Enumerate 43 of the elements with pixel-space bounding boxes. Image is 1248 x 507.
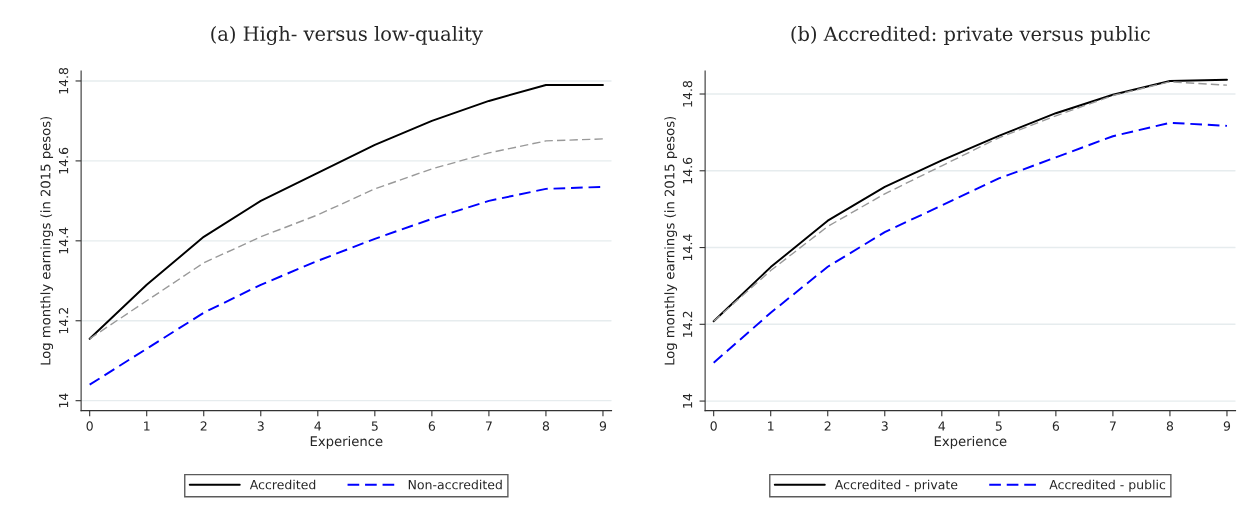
x-tick-label: 7 (485, 421, 492, 431)
x-tick-label: 9 (1223, 421, 1231, 431)
y-tick-label: 14.2 (58, 308, 69, 334)
x-tick-label: 9 (599, 421, 607, 431)
y-tick-label: 14.4 (682, 234, 693, 261)
legend-label: Non-accredited (408, 479, 502, 490)
y-tick-label: 14.8 (682, 80, 693, 107)
x-tick-label: 0 (710, 421, 717, 431)
x-tick-label: 5 (995, 421, 1002, 431)
y-axis-title: Log monthly earnings (in 2015 pesos) (664, 116, 678, 365)
x-tick-label: 1 (144, 421, 150, 431)
x-tick-label: 6 (428, 421, 436, 431)
x-axis-title: Experience (934, 435, 1007, 449)
y-tick-label: 14.2 (682, 311, 693, 337)
x-axis-title: Experience (310, 435, 383, 449)
x-tick-label: 4 (314, 421, 322, 431)
x-tick-label: 5 (371, 421, 378, 431)
line-series (88, 138, 604, 340)
x-tick-label: 7 (1109, 421, 1116, 431)
legend-label: Accredited (249, 479, 316, 490)
x-tick-label: 3 (257, 421, 264, 431)
x-tick-label: 8 (542, 421, 550, 431)
x-tick-label: 4 (938, 421, 946, 431)
line-series (88, 84, 604, 340)
x-tick-label: 0 (86, 421, 93, 431)
y-tick-label: 14.6 (682, 157, 693, 184)
y-tick-label: 14 (682, 393, 693, 408)
y-tick-label: 14 (58, 393, 69, 408)
x-tick-label: 6 (1052, 421, 1060, 431)
x-tick-label: 3 (881, 421, 888, 431)
line-series (712, 121, 1228, 364)
y-tick-label: 14.8 (58, 67, 69, 94)
x-tick-label: 2 (200, 421, 207, 431)
x-tick-label: 8 (1166, 421, 1174, 431)
chart-title: (b) Accredited: private versus public (791, 26, 1150, 45)
y-axis-title: Log monthly earnings (in 2015 pesos) (40, 116, 54, 365)
y-tick-label: 14.4 (58, 227, 69, 254)
legend-label: Accredited - private (834, 479, 958, 492)
chart-title: (a) High- versus low-quality (211, 25, 483, 46)
legend-label: Accredited - public (1049, 479, 1166, 492)
y-tick-label: 14.6 (58, 147, 69, 174)
x-tick-label: 2 (824, 421, 831, 431)
x-tick-label: 1 (768, 421, 774, 431)
